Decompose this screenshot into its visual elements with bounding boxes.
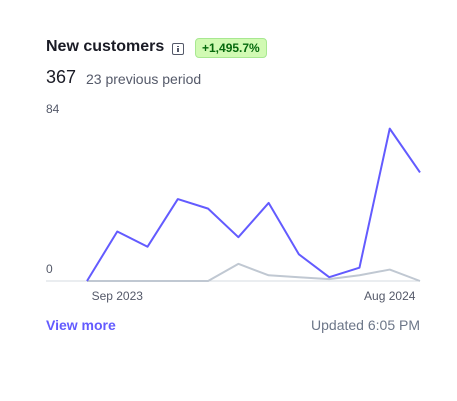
previous-period: 23 previous period xyxy=(86,71,202,87)
card-title: New customers xyxy=(46,38,165,55)
updated-time: Updated 6:05 PM xyxy=(311,317,420,333)
series-line xyxy=(87,262,421,282)
view-more-link[interactable]: View more xyxy=(46,317,116,333)
x-tick-label: Sep 2023 xyxy=(92,289,144,303)
series-line xyxy=(86,127,421,282)
info-icon[interactable] xyxy=(172,43,184,55)
y-tick-label: 84 xyxy=(46,102,60,116)
y-tick-label: 0 xyxy=(46,262,53,276)
x-tick-label: Aug 2024 xyxy=(364,289,416,303)
change-badge: +1,495.7% xyxy=(195,38,267,58)
total-value: 367 xyxy=(46,67,77,87)
